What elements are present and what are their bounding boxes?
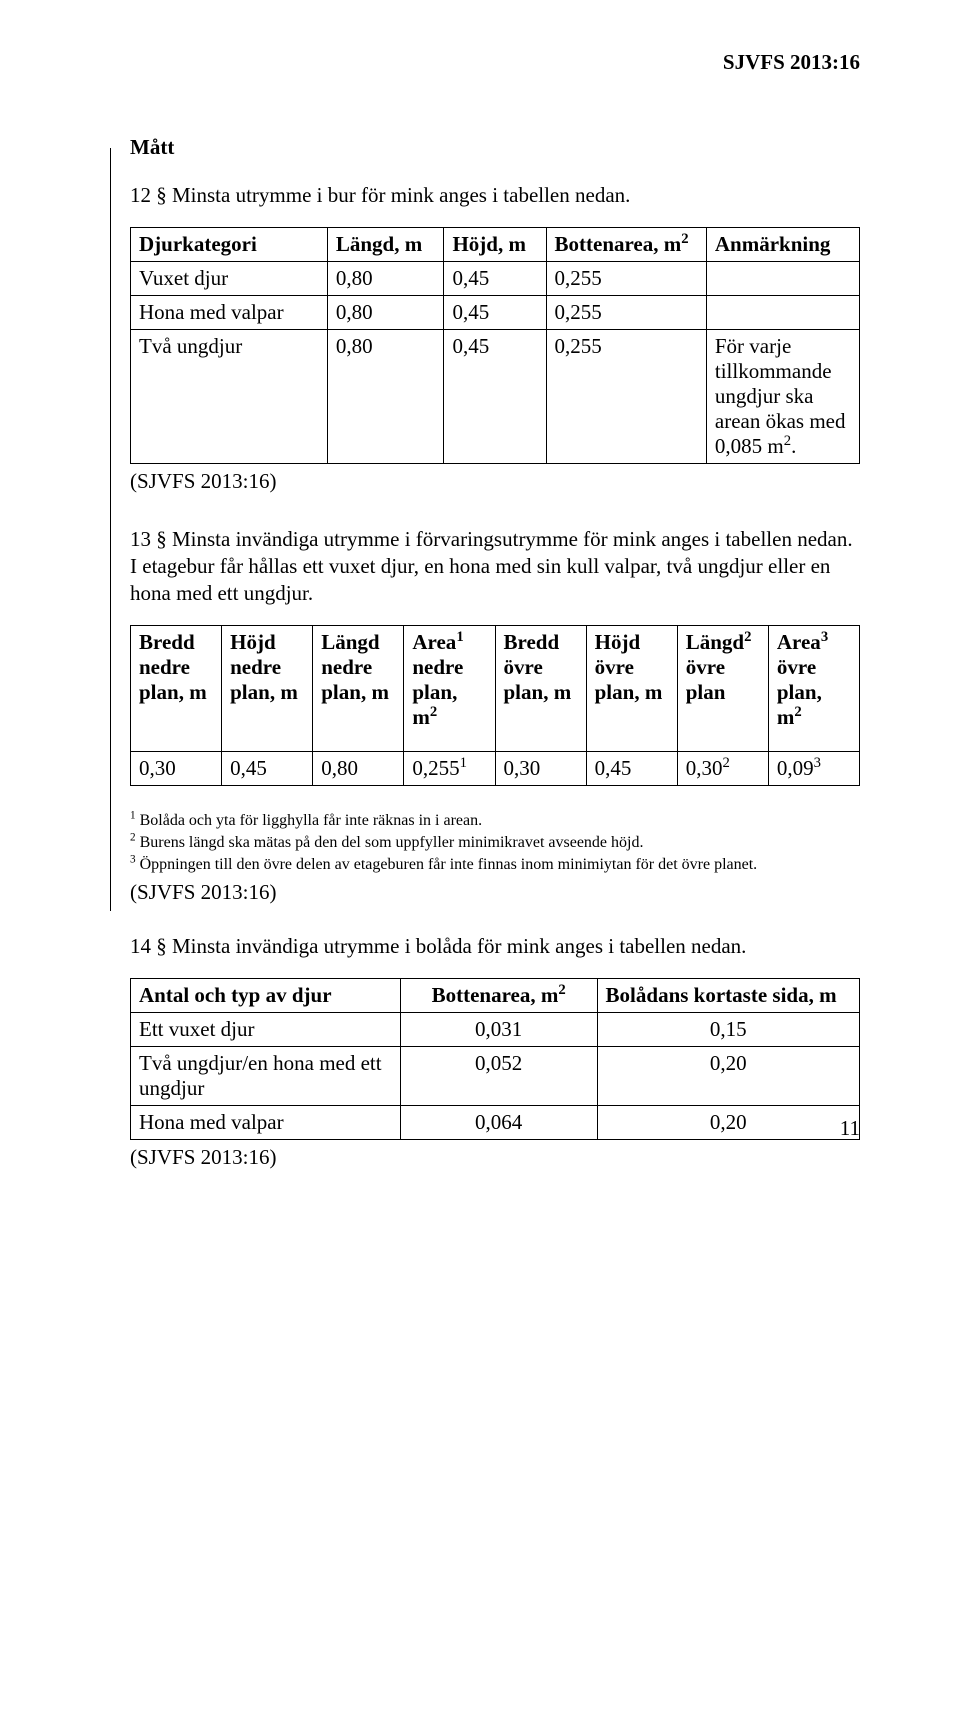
section-title-matt: Mått: [130, 135, 860, 160]
table-row: Två ungdjur 0,80 0,45 0,255 För varje ti…: [131, 330, 860, 464]
sec14-r0c0: Ett vuxet djur: [131, 1012, 401, 1046]
table-row: Ett vuxet djur 0,031 0,15: [131, 1012, 860, 1046]
sec12-table: Djurkategori Längd, m Höjd, m Bottenarea…: [130, 227, 860, 464]
sec12-h1: Längd, m: [327, 228, 444, 262]
sec12-r2c3: 0,255: [546, 330, 706, 464]
left-vertical-rule: [110, 148, 111, 911]
sec14-header-row: Antal och typ av djur Bottenarea, m2 Bol…: [131, 978, 860, 1012]
sec12-r1c0: Hona med valpar: [131, 296, 328, 330]
sec12-h3: Bottenarea, m2: [546, 228, 706, 262]
sec13-r0c3: 0,2551: [404, 752, 495, 786]
sec12-r1c2: 0,45: [444, 296, 546, 330]
sec13-r0c2: 0,80: [313, 752, 404, 786]
sec13-h7: Area3 övre plan, m2: [768, 626, 859, 752]
sec13-r0c4: 0,30: [495, 752, 586, 786]
document-header: SJVFS 2013:16: [130, 50, 860, 75]
sec13-h2: Längd nedre plan, m: [313, 626, 404, 752]
sec14-r1c1: 0,052: [400, 1046, 597, 1105]
table-row: 0,30 0,45 0,80 0,2551 0,30 0,45 0,302 0,…: [131, 752, 860, 786]
table-row: Vuxet djur 0,80 0,45 0,255: [131, 262, 860, 296]
sec12-r0c2: 0,45: [444, 262, 546, 296]
sec13-r0c0: 0,30: [131, 752, 222, 786]
sec12-h2: Höjd, m: [444, 228, 546, 262]
sec14-r2c1: 0,064: [400, 1105, 597, 1139]
table-row: Två ungdjur/en hona med ett ungdjur 0,05…: [131, 1046, 860, 1105]
table-row: Hona med valpar 0,064 0,20: [131, 1105, 860, 1139]
sec12-r0c3: 0,255: [546, 262, 706, 296]
sec13-h1: Höjd nedre plan, m: [222, 626, 313, 752]
sec12-r1c1: 0,80: [327, 296, 444, 330]
sec13-footnotes: 1 Bolåda och yta för ligghylla får inte …: [130, 810, 860, 875]
sec12-header-row: Djurkategori Längd, m Höjd, m Bottenarea…: [131, 228, 860, 262]
sec14-h2: Bolådans kortaste sida, m: [597, 978, 859, 1012]
footnote-1: 1 Bolåda och yta för ligghylla får inte …: [130, 810, 860, 832]
content: Mått 12 § Minsta utrymme i bur för mink …: [130, 135, 860, 1171]
sec13-h4: Bredd övre plan, m: [495, 626, 586, 752]
sec12-h0: Djurkategori: [131, 228, 328, 262]
sec14-h0: Antal och typ av djur: [131, 978, 401, 1012]
sec13-h5: Höjd övre plan, m: [586, 626, 677, 752]
sec14-note: (SJVFS 2013:16): [130, 1144, 860, 1171]
sec14-r2c0: Hona med valpar: [131, 1105, 401, 1139]
sec13-header-row: Bredd nedre plan, m Höjd nedre plan, m L…: [131, 626, 860, 752]
sec14-r2c2: 0,20: [597, 1105, 859, 1139]
sec14-r0c1: 0,031: [400, 1012, 597, 1046]
sec13-r0c5: 0,45: [586, 752, 677, 786]
sec14-table: Antal och typ av djur Bottenarea, m2 Bol…: [130, 978, 860, 1140]
sec12-r2c2: 0,45: [444, 330, 546, 464]
sec12-r1c3: 0,255: [546, 296, 706, 330]
sec12-intro: 12 § Minsta utrymme i bur för mink anges…: [130, 182, 860, 209]
sec13-note: (SJVFS 2013:16): [130, 879, 860, 906]
sec12-r2c0: Två ungdjur: [131, 330, 328, 464]
sec12-r2c4: För varje tillkommande ungdjur ska arean…: [706, 330, 859, 464]
sec14-r1c0: Två ungdjur/en hona med ett ungdjur: [131, 1046, 401, 1105]
table-row: Hona med valpar 0,80 0,45 0,255: [131, 296, 860, 330]
sec12-r0c0: Vuxet djur: [131, 262, 328, 296]
sec12-r2c1: 0,80: [327, 330, 444, 464]
sec13-h6: Längd2 övre plan: [677, 626, 768, 752]
sec14-r0c2: 0,15: [597, 1012, 859, 1046]
sec12-r0c4: [706, 262, 859, 296]
sec13-r0c7: 0,093: [768, 752, 859, 786]
sec13-r0c6: 0,302: [677, 752, 768, 786]
footnote-2: 2 Burens längd ska mätas på den del som …: [130, 832, 860, 854]
sec13-h0: Bredd nedre plan, m: [131, 626, 222, 752]
sec12-h4: Anmärkning: [706, 228, 859, 262]
sec12-r1c4: [706, 296, 859, 330]
sec13-table: Bredd nedre plan, m Höjd nedre plan, m L…: [130, 625, 860, 786]
sec14-r1c2: 0,20: [597, 1046, 859, 1105]
sec14-intro: 14 § Minsta invändiga utrymme i bolåda f…: [130, 933, 860, 960]
sec13-intro: 13 § Minsta invändiga utrymme i förvarin…: [130, 526, 860, 608]
sec14-h1: Bottenarea, m2: [400, 978, 597, 1012]
sec12-note: (SJVFS 2013:16): [130, 468, 860, 495]
sec13-r0c1: 0,45: [222, 752, 313, 786]
page-number: 11: [840, 1116, 860, 1141]
footnote-3: 3 Öppningen till den övre delen av etage…: [130, 854, 860, 876]
sec12-r0c1: 0,80: [327, 262, 444, 296]
sec13-h3: Area1 nedre plan, m2: [404, 626, 495, 752]
